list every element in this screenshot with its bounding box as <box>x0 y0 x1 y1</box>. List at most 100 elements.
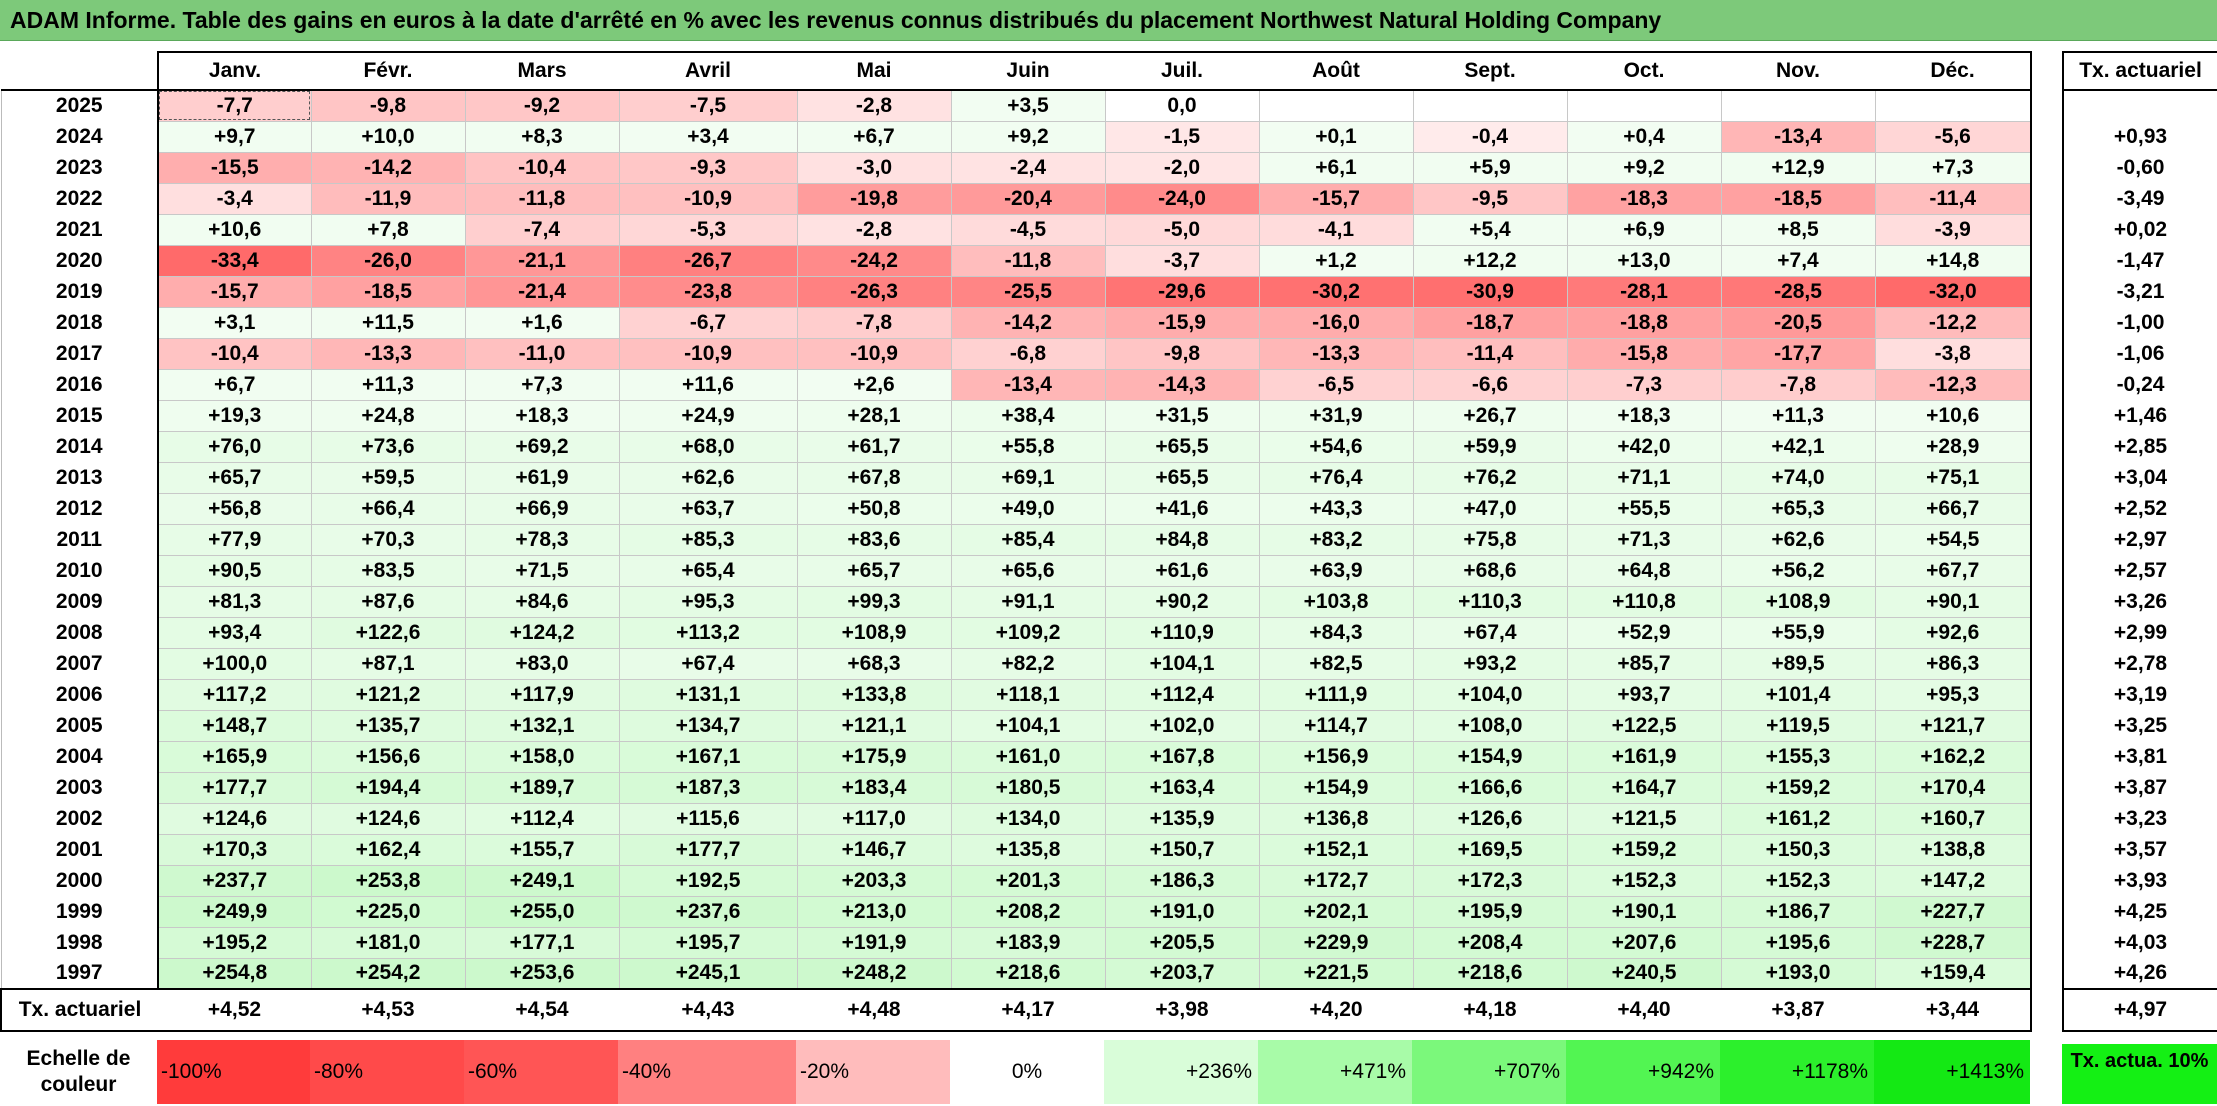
value-cell: +55,8 <box>950 430 1106 463</box>
value-cell: -7,5 <box>618 89 798 122</box>
value-cell: +167,8 <box>1104 740 1260 773</box>
value-cell: +89,5 <box>1720 647 1876 680</box>
value-cell: -11,8 <box>464 182 620 215</box>
color-scale-step: +1178% <box>1720 1040 1874 1104</box>
rate-table: Tx. actuariel +0,93 -0,60 -3,49 +0,02 -1,47-… <box>2062 51 2217 1032</box>
value-cell: +202,1 <box>1258 895 1414 928</box>
rate-row: -0,24 <box>2062 369 2217 400</box>
year-cell: 2018 <box>0 307 158 338</box>
value-cell: +11,6 <box>618 368 798 401</box>
rate-row: +2,57 <box>2062 555 2217 586</box>
rate-cell: +2,57 <box>2062 555 2217 586</box>
year-cell: 2009 <box>0 586 158 617</box>
value-cell: +6,9 <box>1566 213 1722 246</box>
value-cell: -2,8 <box>796 213 952 246</box>
value-cell: -7,8 <box>796 306 952 339</box>
value-cell: +208,2 <box>950 895 1106 928</box>
value-cell: +159,4 <box>1874 957 2032 990</box>
value-cell: +9,2 <box>1566 151 1722 184</box>
value-cell: +99,3 <box>796 585 952 618</box>
value-cell: +161,2 <box>1720 802 1876 835</box>
value-cell: -15,7 <box>1258 182 1414 215</box>
value-cell: +28,9 <box>1874 430 2032 463</box>
header-row: Janv. Févr. Mars Avril Mai Juin Juil. Août Sept.… <box>1 51 2032 91</box>
value-cell: +3,5 <box>950 89 1106 122</box>
value-cell: +131,1 <box>618 678 798 711</box>
month-header: Juin <box>951 51 1105 91</box>
value-cell: +191,9 <box>796 926 952 959</box>
value-cell: +10,6 <box>157 213 312 246</box>
value-cell: -4,5 <box>950 213 1106 246</box>
value-cell: +169,5 <box>1412 833 1568 866</box>
value-cell: -9,3 <box>618 151 798 184</box>
year-cell: 2013 <box>0 462 158 493</box>
value-cell: +121,1 <box>796 709 952 742</box>
value-cell: -3,4 <box>157 182 312 215</box>
table-row: 2019 -15,7 -18,5 -21,4 -23,8 -26,3 -25,5 -29,6-… <box>0 275 2032 308</box>
rate-cell: +3,81 <box>2062 741 2217 772</box>
value-cell: +237,7 <box>157 864 312 897</box>
color-scale-step: +1413% <box>1874 1040 2030 1104</box>
value-cell: +77,9 <box>157 523 312 556</box>
value-cell: -10,9 <box>796 337 952 370</box>
value-cell: +166,6 <box>1412 771 1568 804</box>
year-cell: 2005 <box>0 710 158 741</box>
value-cell: +203,7 <box>1104 957 1260 990</box>
value-cell: +146,7 <box>796 833 952 866</box>
value-cell: +1,2 <box>1258 244 1414 277</box>
value-cell: -6,7 <box>618 306 798 339</box>
rate-cell: -0,24 <box>2062 369 2217 400</box>
table-row: 1999 +249,9 +225,0 +255,0 +237,6 +213,0 +208,2… <box>0 895 2032 928</box>
value-cell: +115,6 <box>618 802 798 835</box>
value-cell: -9,5 <box>1412 182 1568 215</box>
value-cell: +162,4 <box>310 833 466 866</box>
value-cell: +3,4 <box>618 120 798 153</box>
value-cell: -10,9 <box>618 182 798 215</box>
rate-cell: +2,97 <box>2062 524 2217 555</box>
value-cell: -3,8 <box>1874 337 2032 370</box>
value-cell <box>1412 89 1568 122</box>
value-cell <box>1720 89 1876 122</box>
value-cell: +31,9 <box>1258 399 1414 432</box>
value-cell: -5,6 <box>1874 120 2032 153</box>
value-cell: +12,9 <box>1720 151 1876 184</box>
rate-header: Tx. actuariel <box>2062 51 2217 91</box>
value-cell: +110,8 <box>1566 585 1722 618</box>
year-cell: 2017 <box>0 338 158 369</box>
value-cell: +132,1 <box>464 709 620 742</box>
value-cell: +228,7 <box>1874 926 2032 959</box>
value-cell: +69,2 <box>464 430 620 463</box>
value-cell: +138,8 <box>1874 833 2032 866</box>
year-cell: 2010 <box>0 555 158 586</box>
value-cell: -3,0 <box>796 151 952 184</box>
value-cell: +26,7 <box>1412 399 1568 432</box>
value-cell: +119,5 <box>1720 709 1876 742</box>
rate-row: +3,26 <box>2062 586 2217 617</box>
color-scale-step: -100% <box>157 1040 310 1104</box>
value-cell: -9,8 <box>310 89 466 122</box>
value-cell: +74,0 <box>1720 461 1876 494</box>
table-row: 2011 +77,9 +70,3 +78,3 +85,3 +83,6 +85,4 +84,8 +… <box>0 523 2032 556</box>
value-cell: +71,1 <box>1566 461 1722 494</box>
value-cell: +118,1 <box>950 678 1106 711</box>
value-cell: +8,5 <box>1720 213 1876 246</box>
rate-cell: +0,93 <box>2062 121 2217 152</box>
footer-value: +4,20 <box>1259 988 1413 1032</box>
value-cell: +50,8 <box>796 492 952 525</box>
year-cell: 2019 <box>0 276 158 307</box>
value-cell: +117,0 <box>796 802 952 835</box>
value-cell: +108,0 <box>1412 709 1568 742</box>
value-cell: +100,0 <box>157 647 312 680</box>
value-cell: +117,9 <box>464 678 620 711</box>
year-cell: 2011 <box>0 524 158 555</box>
table-row: 2018 +3,1 +11,5 +1,6 -6,7 -7,8 -14,2 -15,9 -16,0… <box>0 306 2032 339</box>
value-cell: +76,0 <box>157 430 312 463</box>
value-cell: +154,9 <box>1258 771 1414 804</box>
value-cell: +61,9 <box>464 461 620 494</box>
table-row: 2024 +9,7 +10,0 +8,3 +3,4 +6,7 +9,2 -1,5 +0,1 -0,… <box>0 120 2032 153</box>
color-scale-label: Echelle de couleur <box>26 1047 131 1096</box>
color-scale-step: 0% <box>950 1040 1104 1104</box>
footer-value: +4,17 <box>951 988 1105 1032</box>
rate-footer: +4,97 <box>2062 988 2217 1032</box>
footer-value: +3,44 <box>1875 988 2032 1032</box>
